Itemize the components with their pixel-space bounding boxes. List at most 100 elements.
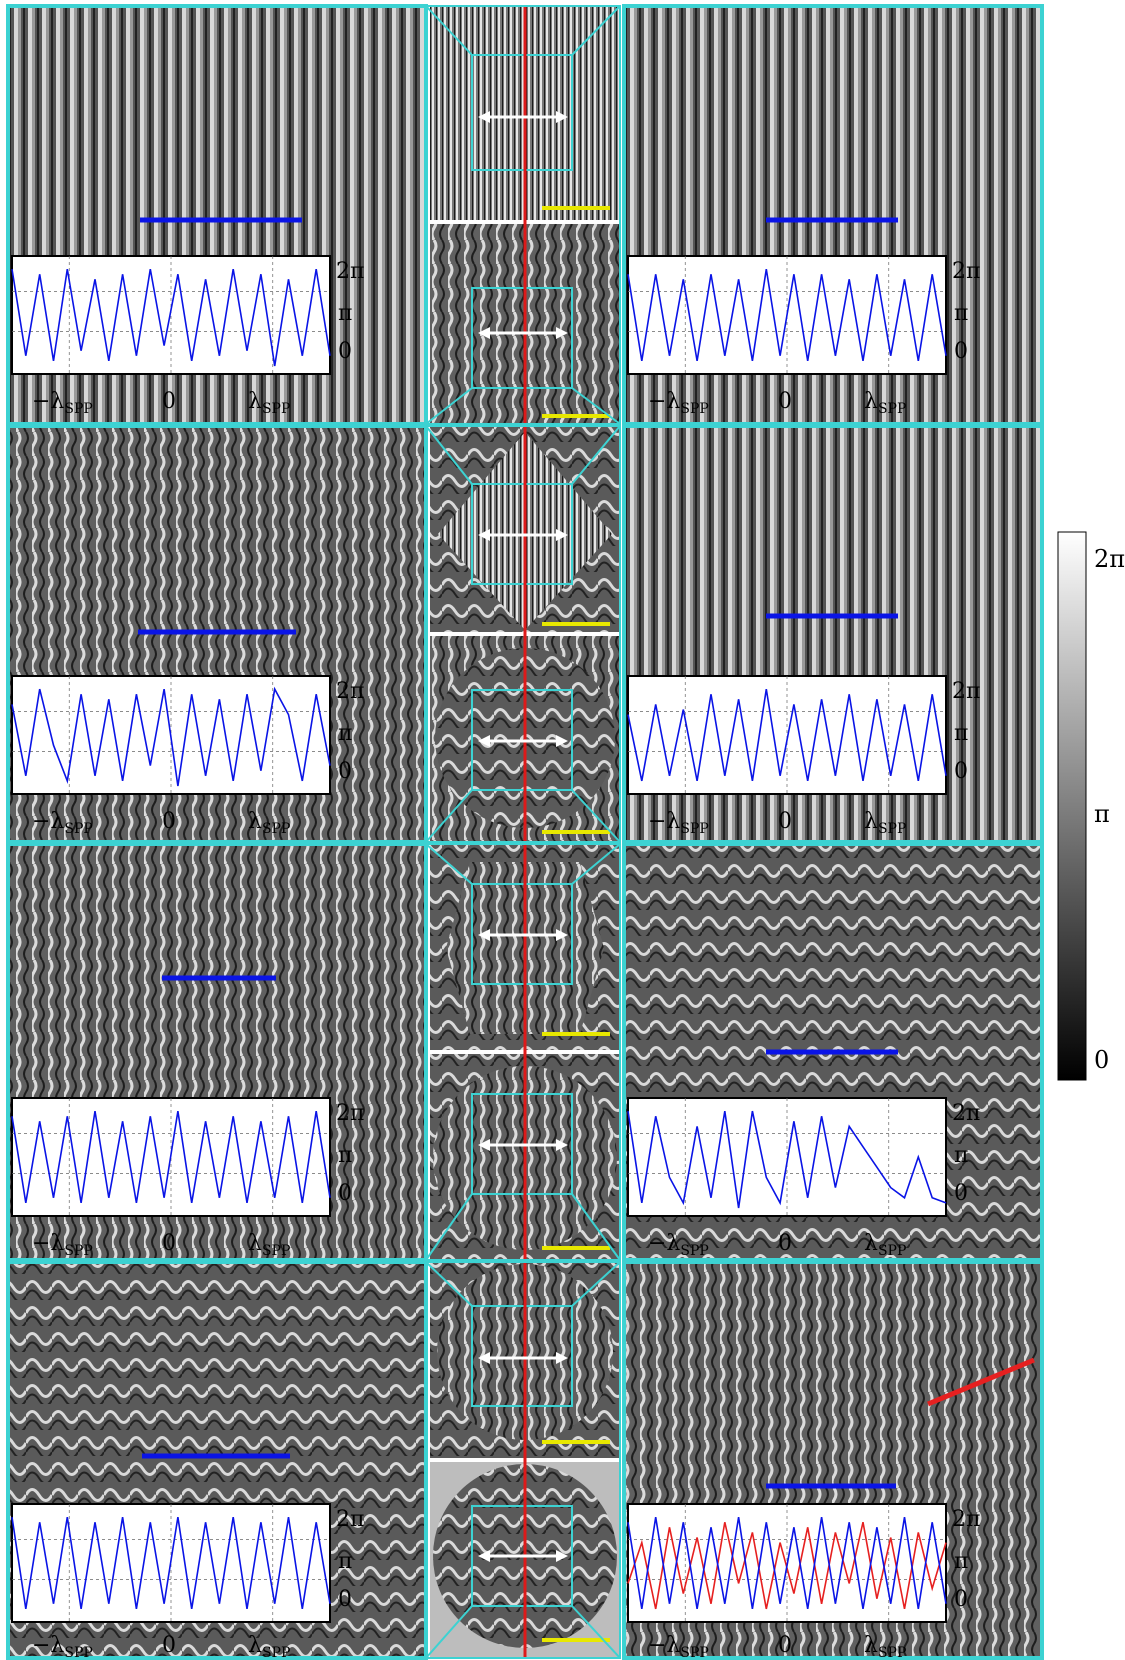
colorbar-gradient: [1057, 531, 1087, 1081]
zoom-box-bottom: [471, 689, 573, 791]
x-tick-pos-sub: SPP: [262, 821, 290, 837]
x-tick-neg-sub: SPP: [64, 1243, 92, 1259]
x-tick-neg: −λSPP: [648, 1231, 709, 1259]
plot-grid: [12, 676, 330, 794]
x-tick-pos: λSPP: [864, 809, 906, 837]
x-tick-pos: λSPP: [864, 1633, 906, 1660]
arrow-head: [556, 111, 568, 123]
y-tick-pi: π: [954, 721, 968, 746]
arrow-head: [478, 327, 490, 339]
x-tick-pos-main: λ: [864, 389, 878, 414]
x-tick-neg: −λSPP: [648, 1633, 709, 1660]
plot-grid: [628, 676, 946, 794]
arrow-head: [556, 1352, 568, 1364]
arrow-head: [478, 1352, 490, 1364]
phase-plot: 2π π 0 −λSPP 0 λSPP: [627, 255, 980, 417]
x-tick-pos: λSPP: [248, 809, 290, 837]
phase-plot: 2π π 0 −λSPP 0 λSPP: [627, 1503, 980, 1660]
x-tick-neg-sub: SPP: [680, 1243, 708, 1259]
phase-plot: 2π π 0 −λSPP 0 λSPP: [627, 675, 980, 837]
zoom-box-bottom: [471, 1505, 573, 1607]
x-tick-pos-main: λ: [248, 1633, 262, 1658]
colorbar-label-pi: π: [1094, 800, 1110, 828]
x-tick-pos-sub: SPP: [878, 401, 906, 417]
arrow-head: [556, 929, 568, 941]
x-tick-neg-sub: SPP: [64, 401, 92, 417]
x-tick-pos-sub: SPP: [262, 1645, 290, 1660]
x-tick-neg-main: −λ: [648, 389, 680, 414]
x-tick-pos: λSPP: [248, 1633, 290, 1660]
x-tick-neg: −λSPP: [32, 1231, 93, 1259]
x-tick-pos-sub: SPP: [262, 1243, 290, 1259]
x-tick-neg: −λSPP: [32, 389, 93, 417]
zoom-connector: [571, 843, 621, 885]
plot-grid: [628, 256, 946, 374]
phase-plot: 2π π 0 −λSPP 0 λSPP: [11, 675, 364, 837]
zoom-connector: [425, 5, 473, 56]
zoom-connector: [571, 1261, 621, 1307]
arrow-head: [556, 529, 568, 541]
x-tick-neg-main: −λ: [32, 1231, 64, 1256]
x-tick-neg: −λSPP: [32, 809, 93, 837]
y-tick-0: 0: [954, 1587, 968, 1612]
zoom-connector: [571, 425, 621, 485]
y-tick-2pi: 2π: [952, 1101, 980, 1126]
x-tick-zero: 0: [162, 1633, 176, 1658]
y-tick-pi: π: [954, 301, 968, 326]
phase-plot: 2π π 0 −λSPP 0 λSPP: [11, 1503, 364, 1660]
y-tick-0: 0: [954, 759, 968, 784]
plot-grid: [628, 1504, 946, 1622]
x-tick-pos-sub: SPP: [878, 821, 906, 837]
phase-series-blue: [627, 1516, 947, 1610]
zoom-box-top: [471, 483, 573, 585]
phase-series-blue: [11, 686, 331, 787]
zoom-connector: [571, 5, 621, 56]
plot-background: [627, 1097, 947, 1217]
x-tick-neg-main: −λ: [648, 809, 680, 834]
row-3: 2π π 0 −λSPP 0 λSPP: [6, 842, 1044, 1262]
colorbar-label-2pi: 2π: [1094, 545, 1125, 573]
y-tick-2pi: 2π: [952, 679, 980, 704]
y-tick-0: 0: [338, 339, 352, 364]
arrow-head: [556, 735, 568, 747]
red-cut-line: [927, 1357, 1035, 1407]
y-tick-0: 0: [338, 1181, 352, 1206]
phase-plot: 2π π 0 −λSPP 0 λSPP: [11, 1097, 364, 1259]
x-tick-neg-sub: SPP: [680, 401, 708, 417]
y-tick-2pi: 2π: [336, 1101, 364, 1126]
arrow-head: [478, 529, 490, 541]
x-tick-pos: λSPP: [864, 1231, 906, 1259]
x-tick-pos-main: λ: [248, 389, 262, 414]
zoom-connector: [571, 387, 621, 425]
arrow-head: [478, 1550, 490, 1562]
x-tick-neg-sub: SPP: [680, 1645, 708, 1660]
x-tick-zero: 0: [778, 1633, 792, 1658]
width-arrow: [484, 1356, 562, 1558]
zoom-connector: [425, 1605, 473, 1659]
zoom-connector: [425, 425, 473, 485]
zoom-connector: [425, 387, 473, 425]
x-tick-pos: λSPP: [864, 389, 906, 417]
y-tick-0: 0: [954, 1181, 968, 1206]
arrow-head: [556, 1139, 568, 1151]
x-tick-neg-main: −λ: [32, 389, 64, 414]
y-tick-2pi: 2π: [952, 1507, 980, 1532]
y-tick-pi: π: [338, 1143, 352, 1168]
zoom-connector: [425, 789, 473, 843]
x-tick-neg-main: −λ: [32, 809, 64, 834]
x-tick-pos-main: λ: [248, 809, 262, 834]
x-tick-zero: 0: [778, 389, 792, 414]
zoom-box-bottom: [471, 287, 573, 389]
phase-series-blue: [11, 268, 331, 367]
phase-plot: 2π π 0 −λSPP 0 λSPP: [627, 1097, 980, 1259]
x-tick-pos-main: λ: [864, 1231, 878, 1256]
y-tick-pi: π: [954, 1143, 968, 1168]
x-tick-zero: 0: [162, 1231, 176, 1256]
x-tick-neg: −λSPP: [32, 1633, 93, 1660]
x-tick-zero: 0: [778, 1231, 792, 1256]
row-2: 2π π 0 −λSPP 0 λSPP: [6, 424, 1044, 844]
zoom-connector: [571, 1605, 621, 1659]
x-tick-neg: −λSPP: [648, 809, 709, 837]
zoom-box-top: [471, 54, 573, 171]
